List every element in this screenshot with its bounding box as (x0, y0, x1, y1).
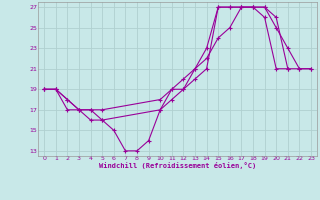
X-axis label: Windchill (Refroidissement éolien,°C): Windchill (Refroidissement éolien,°C) (99, 162, 256, 169)
